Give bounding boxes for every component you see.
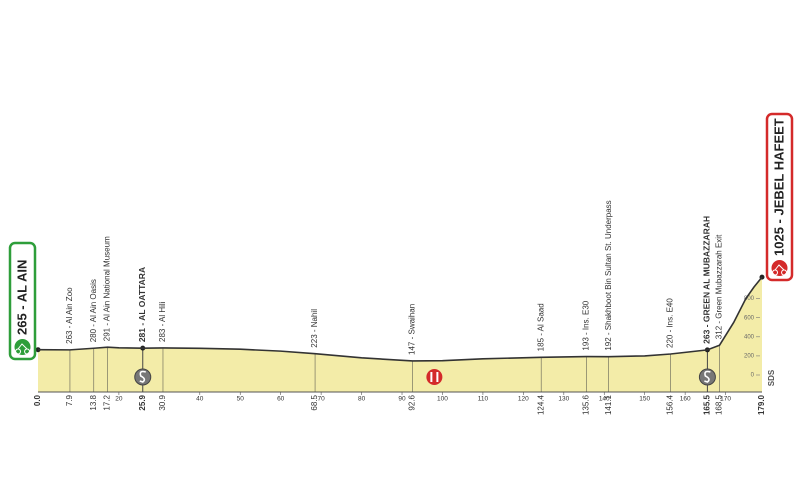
sprint-glyph: [704, 370, 711, 383]
x-tick-label: 160: [680, 396, 691, 403]
waypoint-label: 283 - Al Hili: [158, 301, 167, 342]
km-label: 124.4: [536, 394, 545, 415]
start-icon: [14, 339, 31, 355]
waypoint-label: 280 - Al Ain Oasis: [89, 279, 98, 342]
y-tick-label: 400: [744, 334, 755, 340]
waypoint-label: 281 - AL OATTARA: [137, 267, 147, 342]
profile-fill: [38, 277, 762, 392]
km-label: 7.9: [65, 394, 74, 406]
sprint-glyph: [139, 370, 146, 383]
km-label: 141.1: [604, 394, 613, 415]
waypoint-label: 193 - Ins. E30: [582, 300, 591, 350]
y-tick-label: 600: [744, 315, 755, 321]
x-tick-label: 40: [196, 396, 204, 403]
km-label: 25.9: [138, 394, 147, 410]
waypoint-label: 291 - Al Ain National Museum: [103, 236, 112, 341]
x-tick-label: 170: [720, 396, 731, 403]
finish-label: 1025 - JEBEL HAFEET: [771, 118, 786, 256]
km-label: 168.5: [715, 394, 724, 415]
x-tick-label: 50: [237, 396, 245, 403]
finish-box: [765, 112, 794, 282]
start-label: 265 - AL AIN: [14, 260, 29, 335]
km-label: 135.6: [582, 394, 591, 415]
km-label: 165.5: [703, 394, 712, 415]
x-tick-label: 110: [478, 396, 489, 403]
km-label: 30.9: [158, 394, 167, 410]
waypoint-label: 220 - Ins. E40: [666, 298, 675, 348]
start-box: [8, 241, 37, 361]
waypoint-label: 263 - Al Ain Zoo: [65, 287, 74, 344]
km-label: 156.4: [666, 394, 675, 415]
waypoint-label: 185 - Al Saad: [536, 303, 545, 351]
waypoint-label: 147 - Swaihan: [408, 304, 417, 355]
x-tick-label: 100: [437, 396, 448, 403]
x-tick-label: 120: [518, 396, 529, 403]
feed-glyph: [430, 372, 439, 382]
waypoint-label: 312 - Green Mubazzarah Exit: [715, 234, 724, 339]
km-label: 13.8: [89, 394, 98, 410]
logo: SDS: [767, 369, 776, 386]
finish-bike: [772, 264, 788, 276]
y-tick-label: 200: [744, 353, 755, 359]
km-label: 92.6: [408, 394, 417, 410]
x-tick-label: 90: [398, 396, 406, 403]
x-tick-label: 20: [115, 396, 123, 403]
finish-icon: [771, 260, 788, 276]
x-tick-label: 140: [599, 396, 610, 403]
waypoint-label: 223 - Nahil: [310, 309, 319, 348]
km-label: 0.0: [33, 394, 42, 406]
km-label: 179.0: [757, 394, 766, 415]
profile-line: [37, 276, 763, 362]
x-tick-label: 60: [277, 396, 285, 403]
x-tick-label: 150: [639, 396, 650, 403]
x-tick-label: 130: [558, 396, 569, 403]
x-tick-label: 70: [318, 396, 326, 403]
y-tick-label: 800: [744, 296, 755, 302]
x-tick-label: 80: [358, 396, 366, 403]
feed-zone-icon: [426, 369, 443, 385]
km-label: 17.2: [103, 394, 112, 410]
start-bike: [15, 343, 31, 355]
waypoint-label: 192 - Shakhboot Bin Sultan St. Underpass: [604, 200, 613, 350]
y-tick-label: 0: [751, 373, 755, 379]
km-label: 68.5: [310, 394, 319, 410]
waypoint-label: 263 - GREEN AL MUBAZZARAH: [702, 216, 712, 344]
